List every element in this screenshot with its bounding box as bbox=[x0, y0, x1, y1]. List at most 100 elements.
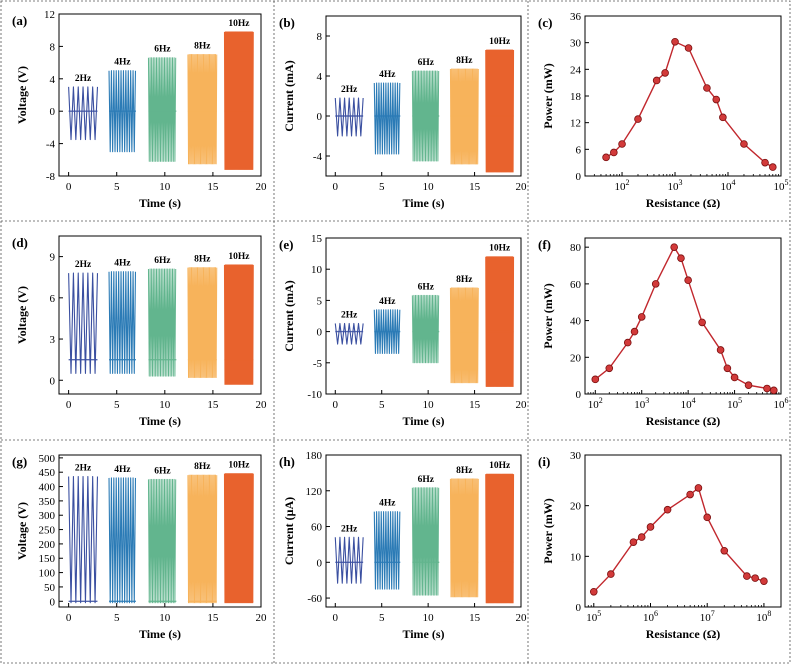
frequency-label: 4Hz bbox=[379, 70, 396, 80]
panel-e: 0 5 10 15 20 -10 -5 0 5 10 15 Time (s) Current (mA) (… bbox=[279, 233, 527, 428]
y-axis-title: Power (mW) bbox=[541, 63, 555, 128]
frequency-label: 4Hz bbox=[114, 259, 131, 269]
x-tick-label: 108 bbox=[756, 609, 771, 624]
x-tick-base: 10 bbox=[643, 612, 655, 624]
y-tick-label: 8 bbox=[317, 31, 323, 43]
data-point bbox=[716, 346, 725, 354]
signal-segment-6Hz bbox=[411, 487, 440, 596]
panel-h: 0 5 10 15 20 -60 0 60 120 180 Time (s) Current (μA)… bbox=[279, 450, 527, 641]
y-tick-label: 18 bbox=[570, 91, 582, 103]
x-tick-base: 10 bbox=[681, 399, 693, 411]
data-point bbox=[677, 254, 685, 262]
y-tick-label: 60 bbox=[570, 279, 582, 291]
x-tick-base: 10 bbox=[774, 181, 786, 193]
frequency-label: 8Hz bbox=[194, 42, 211, 52]
frequency-label: 2Hz bbox=[75, 260, 92, 270]
x-tick-exponent: 4 bbox=[692, 396, 696, 405]
x-tick-label: 0 bbox=[333, 612, 339, 624]
y-tick-label: 0 bbox=[50, 106, 56, 118]
data-point bbox=[591, 375, 600, 384]
data-point bbox=[712, 95, 721, 104]
frequency-label: 2Hz bbox=[341, 85, 358, 95]
y-tick-label: 30 bbox=[570, 450, 582, 462]
data-point bbox=[684, 44, 693, 52]
x-tick-label: 5 bbox=[114, 181, 120, 193]
signal-segment-8Hz bbox=[187, 54, 218, 165]
y-tick-label: 10 bbox=[570, 551, 582, 563]
x-tick-base: 10 bbox=[727, 399, 739, 411]
data-point bbox=[719, 113, 727, 122]
y-tick-label: 4 bbox=[50, 74, 56, 86]
signal-segment-10Hz bbox=[223, 264, 254, 385]
x-tick-label: 104 bbox=[721, 178, 736, 193]
frequency-label: 6Hz bbox=[418, 58, 435, 68]
data-point bbox=[698, 318, 706, 327]
y-tick-label: 40 bbox=[570, 316, 582, 328]
x-tick-label: 106 bbox=[774, 396, 789, 411]
x-tick-label: 5 bbox=[379, 612, 385, 624]
signal-segment-8Hz bbox=[449, 287, 479, 384]
frequency-label: 4Hz bbox=[114, 465, 131, 475]
data-point bbox=[751, 574, 759, 582]
frequency-label: 4Hz bbox=[114, 58, 131, 68]
x-tick-exponent: 2 bbox=[599, 396, 603, 405]
data-point bbox=[686, 490, 694, 499]
frequency-label: 6Hz bbox=[418, 282, 435, 292]
y-tick-label: 20 bbox=[570, 352, 582, 364]
data-point bbox=[646, 523, 655, 531]
y-tick-label: 4 bbox=[317, 71, 323, 83]
y-tick-label: 30 bbox=[570, 38, 582, 50]
data-point bbox=[623, 338, 632, 347]
x-axis-title: Time (s) bbox=[139, 414, 181, 428]
frequency-label: 4Hz bbox=[379, 499, 396, 509]
x-axis-title: Time (s) bbox=[402, 196, 444, 210]
x-tick-label: 15 bbox=[469, 399, 481, 411]
x-tick-label: 0 bbox=[66, 612, 72, 624]
data-point bbox=[663, 505, 672, 514]
plot-frame bbox=[584, 237, 782, 395]
frequency-label: 10Hz bbox=[489, 461, 511, 471]
x-tick-label: 106 bbox=[643, 609, 658, 624]
x-tick-base: 10 bbox=[634, 399, 646, 411]
x-tick-base: 10 bbox=[774, 399, 786, 411]
frequency-label: 10Hz bbox=[228, 252, 250, 262]
y-tick-label: 9 bbox=[50, 252, 56, 264]
x-tick-label: 102 bbox=[588, 396, 603, 411]
y-axis-title: Current (mA) bbox=[282, 280, 296, 351]
y-tick-label: 6 bbox=[576, 144, 582, 156]
x-tick-base: 10 bbox=[586, 612, 598, 624]
data-point bbox=[607, 570, 615, 578]
panel-label: (i) bbox=[538, 454, 550, 469]
panel-label: (g) bbox=[12, 454, 27, 469]
frequency-label: 8Hz bbox=[456, 275, 473, 285]
signal-segment-4Hz bbox=[108, 271, 137, 374]
frequency-label: 6Hz bbox=[418, 475, 435, 485]
data-point bbox=[637, 533, 646, 541]
x-tick-label: 5 bbox=[379, 399, 385, 411]
x-tick-label: 20 bbox=[256, 181, 268, 193]
y-tick-label: 0 bbox=[317, 111, 323, 123]
data-point bbox=[637, 313, 646, 321]
x-tick-exponent: 6 bbox=[785, 396, 789, 405]
x-axis-title: Time (s) bbox=[139, 627, 181, 641]
signal-segment-8Hz bbox=[187, 267, 218, 379]
frequency-label: 10Hz bbox=[228, 19, 250, 29]
y-tick-label: 400 bbox=[39, 482, 56, 494]
x-tick-label: 15 bbox=[207, 399, 219, 411]
x-tick-exponent: 4 bbox=[732, 178, 736, 187]
panel-label: (e) bbox=[279, 237, 293, 252]
y-tick-label: -10 bbox=[307, 389, 322, 401]
y-tick-label: 180 bbox=[306, 450, 323, 462]
x-tick-label: 10 bbox=[423, 399, 435, 411]
data-point bbox=[720, 546, 729, 555]
data-point bbox=[651, 280, 660, 288]
plot-frame bbox=[325, 15, 522, 177]
frequency-label: 8Hz bbox=[456, 56, 473, 66]
frequency-label: 2Hz bbox=[75, 74, 92, 84]
plot-frame bbox=[584, 454, 782, 608]
x-axis-title: Time (s) bbox=[402, 414, 444, 428]
x-tick-exponent: 5 bbox=[597, 609, 601, 618]
